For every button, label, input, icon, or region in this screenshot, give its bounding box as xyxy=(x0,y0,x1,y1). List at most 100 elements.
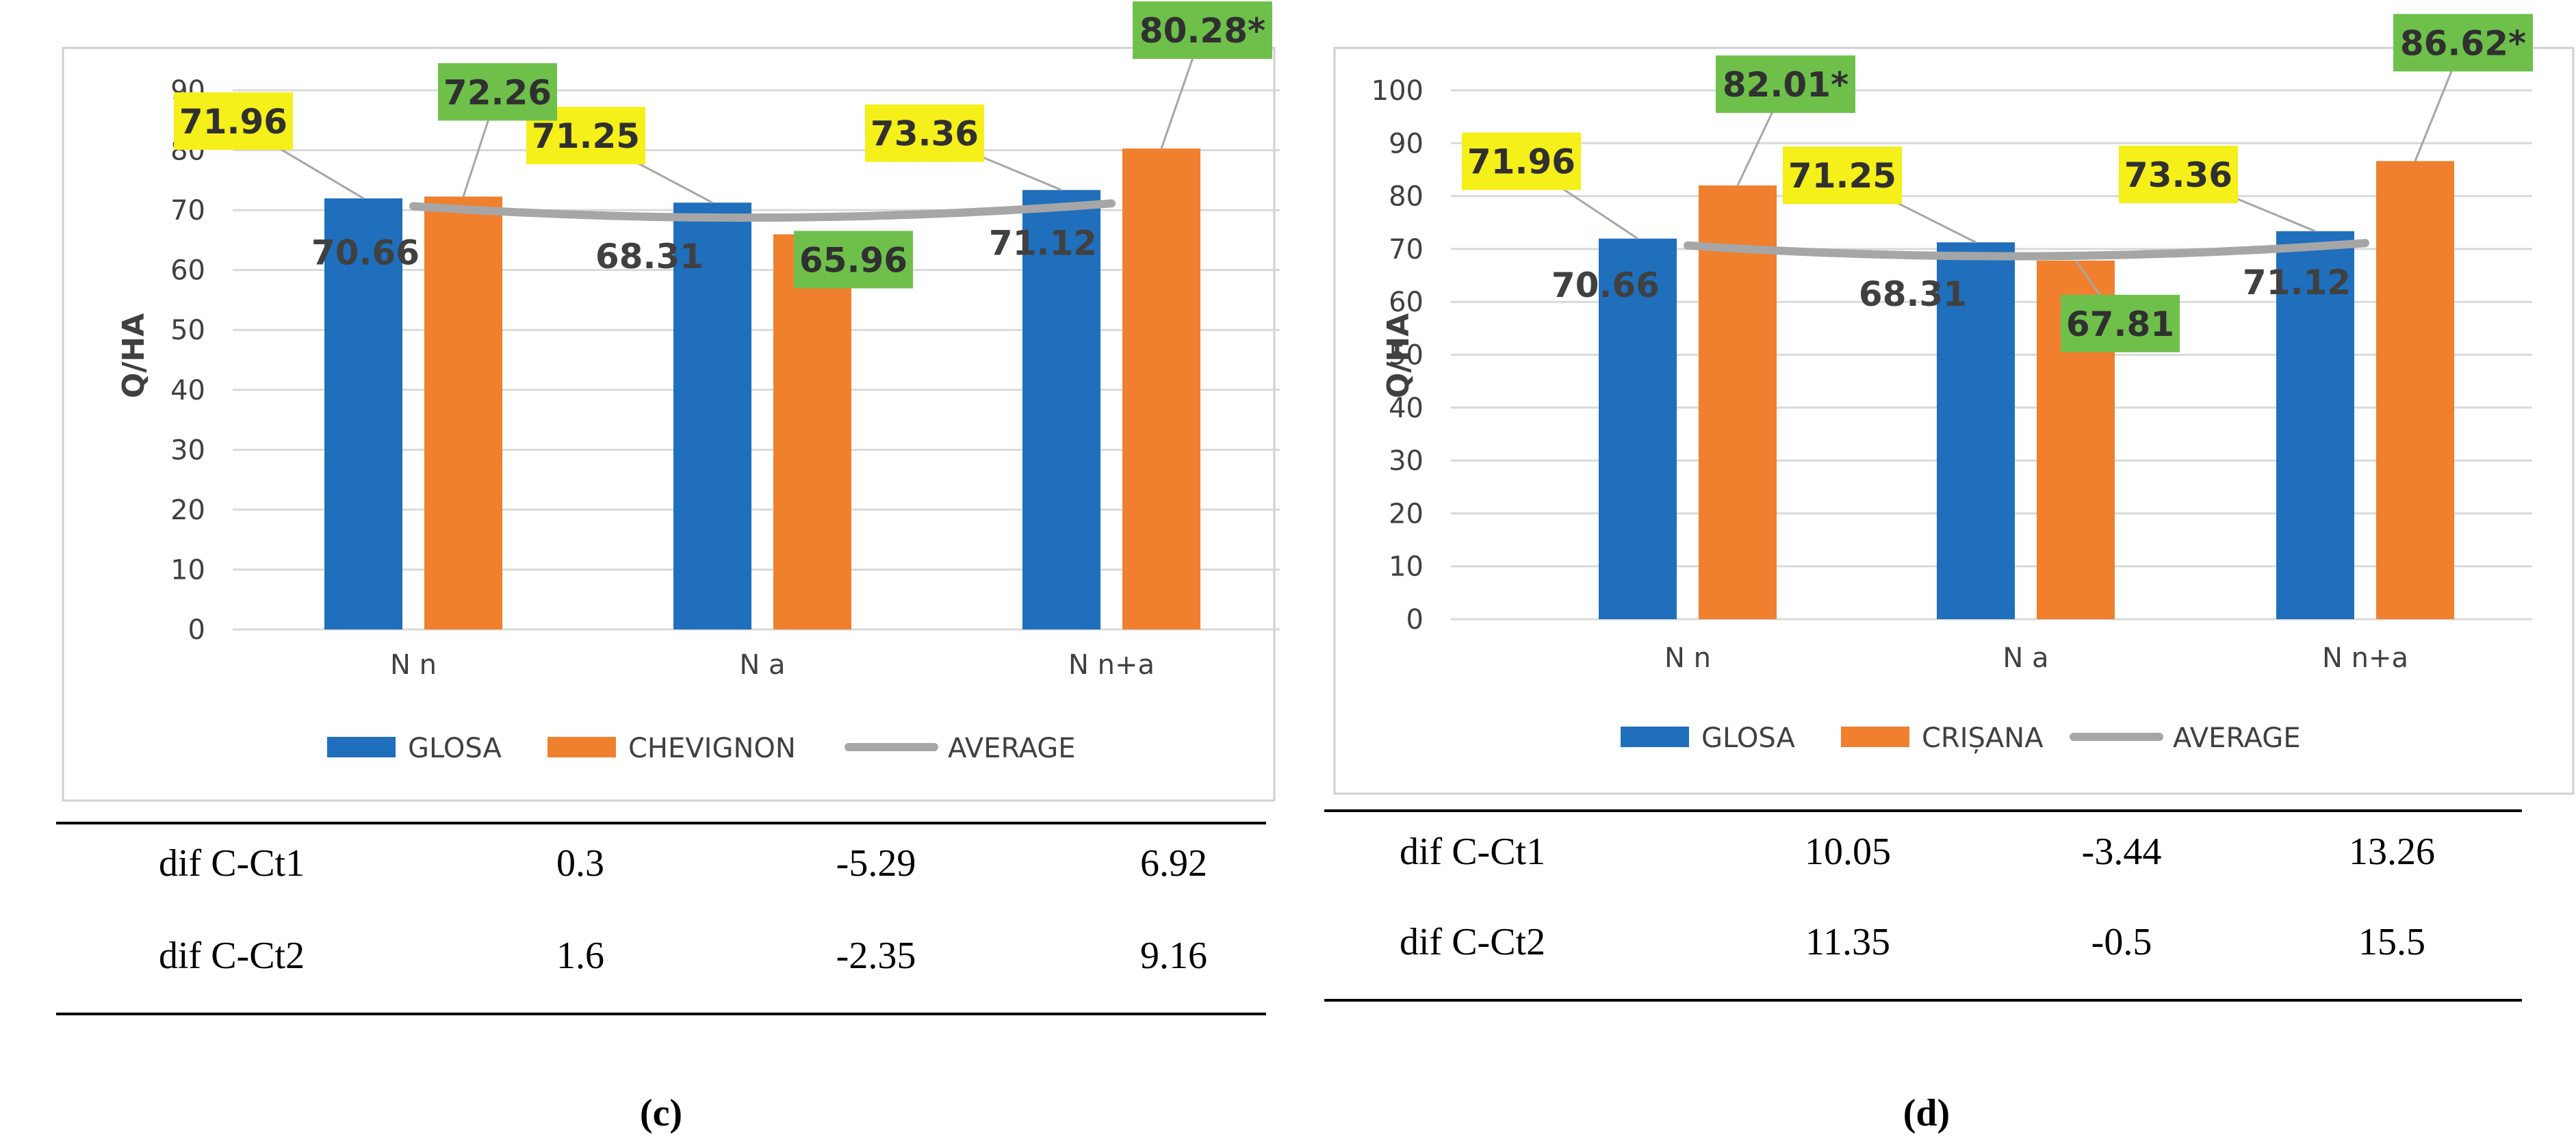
legend-swatch xyxy=(1621,727,1689,747)
table-cell: 11.35 xyxy=(1805,921,1890,963)
data-label-average: 68.31 xyxy=(595,237,704,276)
table-row-label: dif C-Ct2 xyxy=(159,935,305,977)
data-label-chevignon: 72.26 xyxy=(443,73,552,112)
bar-crișana-1 xyxy=(1699,185,1777,619)
legend-label: AVERAGE xyxy=(948,733,1076,764)
y-tick-label: 70 xyxy=(170,195,205,226)
data-label-average: 71.12 xyxy=(2243,263,2351,302)
y-tick-label: 80 xyxy=(1389,181,1424,213)
bar-glosa-1 xyxy=(1599,238,1677,619)
legend-label: GLOSA xyxy=(408,733,502,764)
panel-label: (c) xyxy=(640,1092,682,1134)
data-label-average: 70.66 xyxy=(1551,265,1660,305)
data-label-crișana: 86.62* xyxy=(2400,23,2526,63)
data-label-box xyxy=(2393,14,2533,72)
y-tick-label: 30 xyxy=(170,434,205,466)
data-label-chevignon: 80.28* xyxy=(1139,11,1265,51)
table-cell: 13.26 xyxy=(2349,831,2435,873)
table-cell: -3.44 xyxy=(2082,831,2162,873)
data-label-average: 71.12 xyxy=(989,223,1097,263)
x-tick-label: N a xyxy=(739,649,785,681)
table-row-label: dif C-Ct1 xyxy=(159,842,305,885)
y-tick-label: 40 xyxy=(170,375,205,406)
table-cell: 0.3 xyxy=(556,842,604,885)
bar-chevignon-1 xyxy=(424,196,502,629)
y-tick-label: 50 xyxy=(1389,340,1424,372)
average-line xyxy=(1684,239,2369,261)
table-cell: -2.35 xyxy=(836,935,916,977)
data-label-glosa: 71.25 xyxy=(1788,156,1896,196)
table-cell: 15.5 xyxy=(2358,921,2425,963)
data-label-crișana: 67.81 xyxy=(2066,304,2174,344)
data-label-box xyxy=(174,92,293,150)
data-label-crișana: 82.01* xyxy=(1723,65,1849,105)
bar-chevignon-3 xyxy=(1122,148,1200,629)
data-label-box xyxy=(438,63,557,121)
y-axis-label: Q/HA xyxy=(116,313,151,398)
x-tick-label: N n+a xyxy=(2322,642,2408,674)
x-tick-label: N n+a xyxy=(1068,649,1155,681)
y-tick-label: 0 xyxy=(1406,604,1424,636)
data-label-box xyxy=(794,231,913,289)
y-tick-label: 100 xyxy=(1371,75,1424,107)
table-cell: 9.16 xyxy=(1140,935,1207,977)
table-cell: 6.92 xyxy=(1140,842,1207,885)
panel-label: (d) xyxy=(1903,1092,1950,1134)
table-row-label: dif C-Ct2 xyxy=(1400,921,1545,963)
y-tick-label: 20 xyxy=(170,495,205,526)
y-tick-label: 0 xyxy=(188,614,205,646)
table-row-label: dif C-Ct1 xyxy=(1400,831,1545,873)
bar-glosa-3 xyxy=(2276,231,2354,619)
data-label-box xyxy=(1133,1,1272,60)
bar-glosa-2 xyxy=(673,203,751,630)
data-label-glosa: 73.36 xyxy=(871,114,979,154)
data-label-average: 68.31 xyxy=(1859,274,1967,314)
legend-swatch xyxy=(1841,727,1909,747)
data-label-box xyxy=(2061,294,2180,352)
data-label-glosa: 71.96 xyxy=(1467,142,1575,182)
legend-label: CRIȘANA xyxy=(1922,722,2044,754)
table-cell: -5.29 xyxy=(836,842,916,885)
data-label-glosa: 71.25 xyxy=(532,116,640,156)
y-tick-label: 10 xyxy=(170,554,205,586)
y-tick-label: 10 xyxy=(1389,551,1424,583)
y-tick-label: 30 xyxy=(1389,445,1424,477)
average-line xyxy=(409,199,1116,222)
data-label-box xyxy=(865,104,984,162)
data-label-glosa: 71.96 xyxy=(179,102,287,142)
y-tick-label: 20 xyxy=(1389,498,1424,530)
bar-glosa-1 xyxy=(324,198,402,630)
x-tick-label: N n xyxy=(390,649,437,681)
chart-panel-d: 0 10 20 30 40 50 60 70 80 90 100 Q/HA N n N a N n+a 71.… xyxy=(1324,14,2575,1134)
legend-label: GLOSA xyxy=(1701,722,1795,754)
y-tick-label: 90 xyxy=(1389,128,1424,159)
legend-swatch xyxy=(548,737,616,757)
table-cell: 1.6 xyxy=(556,935,604,977)
data-label-box xyxy=(1716,55,1855,114)
x-tick-label: N a xyxy=(2002,642,2048,674)
y-tick-label: 70 xyxy=(1389,234,1424,265)
bar-glosa-2 xyxy=(1937,242,2015,619)
data-label-box xyxy=(2119,145,2238,203)
table-cell: 10.05 xyxy=(1805,831,1891,873)
bar-crișana-3 xyxy=(2376,161,2454,620)
bar-chevignon-2 xyxy=(773,234,851,630)
data-label-average: 70.66 xyxy=(311,233,420,272)
data-label-chevignon: 65.96 xyxy=(799,240,907,280)
bar-glosa-3 xyxy=(1022,190,1100,629)
data-label-glosa: 73.36 xyxy=(2124,155,2232,195)
y-tick-label: 50 xyxy=(170,315,205,346)
y-tick-label: 60 xyxy=(1389,287,1424,318)
y-axis-label: Q/HA xyxy=(1381,313,1416,398)
legend-label: CHEVIGNON xyxy=(628,733,796,764)
y-tick-label: 40 xyxy=(1389,393,1424,424)
data-label-box xyxy=(1462,132,1581,190)
table-cell: -0.5 xyxy=(2091,921,2152,963)
legend-swatch xyxy=(327,737,396,757)
data-label-box xyxy=(1783,146,1902,205)
legend-label: AVERAGE xyxy=(2173,722,2301,754)
y-tick-label: 60 xyxy=(170,255,205,287)
x-tick-label: N n xyxy=(1664,642,1711,674)
